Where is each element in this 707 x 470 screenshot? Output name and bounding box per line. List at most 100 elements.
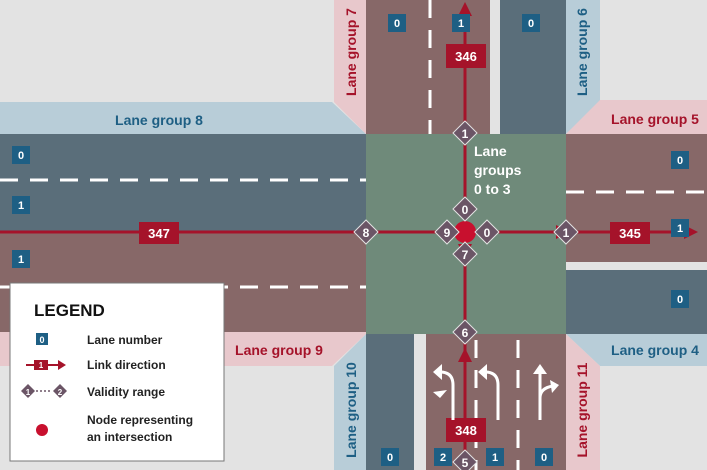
lane-group-11-road	[426, 334, 566, 470]
svg-text:2: 2	[440, 452, 446, 464]
link-box-north: 346	[446, 44, 486, 68]
svg-text:1: 1	[18, 254, 24, 266]
svg-text:1: 1	[563, 226, 570, 240]
lane-group-11-label: Lane group 11	[574, 362, 590, 457]
legend-node: Node representing	[87, 413, 193, 427]
svg-text:9: 9	[444, 226, 451, 240]
svg-text:0: 0	[484, 226, 491, 240]
validity-diamond-south-outer: 6	[452, 319, 478, 345]
lane-number-square: 0	[522, 14, 540, 32]
svg-text:2: 2	[58, 388, 63, 397]
lane-group-8-road	[0, 134, 366, 232]
svg-text:7: 7	[462, 248, 469, 262]
link-box-south: 348	[446, 418, 486, 442]
intersection-node	[454, 221, 476, 243]
validity-diamond-inner-east: 0	[474, 219, 500, 245]
lane-number-square: 1	[671, 219, 689, 237]
svg-text:0: 0	[528, 18, 534, 30]
legend: LEGEND 0 Lane number 1 Link direction 1 …	[9, 282, 225, 462]
svg-text:1: 1	[39, 361, 44, 370]
lane-group-10-frame	[334, 334, 366, 470]
legend-lane-icon	[36, 333, 48, 345]
legend-link-icon	[34, 360, 48, 370]
lane-group-4-frame	[566, 334, 707, 366]
svg-text:345: 345	[619, 226, 641, 241]
lane-number-square: 0	[388, 14, 406, 32]
lane-group-8-label: Lane group 8	[115, 112, 203, 128]
lane-group-11-frame	[566, 334, 600, 470]
legend-link-direction: Link direction	[87, 358, 166, 372]
lane-group-6-frame	[566, 0, 600, 134]
lane-group-6-label: Lane group 6	[574, 8, 590, 96]
svg-text:8: 8	[363, 226, 370, 240]
lane-group-7-label: Lane group 7	[343, 8, 359, 96]
validity-diamond-east-outer: 1	[553, 219, 579, 245]
svg-text:0: 0	[387, 452, 393, 464]
svg-text:347: 347	[148, 226, 170, 241]
svg-text:0: 0	[462, 203, 469, 217]
svg-text:1: 1	[18, 200, 24, 212]
lane-number-square: 0	[381, 448, 399, 466]
lane-group-4-label: Lane group 4	[611, 342, 699, 358]
legend-title: LEGEND	[34, 301, 105, 320]
legend-validity-from-icon	[21, 384, 35, 398]
legend-validity-range: Validity range	[87, 385, 165, 399]
svg-text:6: 6	[462, 326, 469, 340]
arrow-south-entry-icon	[458, 348, 472, 362]
turn-arrow-icons	[439, 370, 554, 420]
lane-number-square: 0	[535, 448, 553, 466]
svg-text:1: 1	[492, 452, 498, 464]
link-box-west: 347	[139, 222, 179, 244]
svg-text:1: 1	[462, 127, 469, 141]
svg-text:0: 0	[677, 294, 683, 306]
uturn-arrow-icon	[433, 390, 447, 398]
lane-groups-center-label-3: 0 to 3	[474, 181, 511, 197]
validity-diamond-west-outer: 8	[353, 219, 379, 245]
lane-group-9-label: Lane group 9	[235, 342, 323, 358]
svg-text:1: 1	[26, 388, 31, 397]
lane-group-10-road	[366, 334, 414, 470]
validity-diamond-inner-north: 0	[452, 196, 478, 222]
legend-lane-number: Lane number	[87, 333, 163, 347]
validity-diamond-south-edge: 5	[452, 449, 478, 470]
lane-group-7-frame	[334, 0, 366, 134]
validity-diamond-inner-south: 7	[452, 241, 478, 267]
lane-groups-center-label-1: Lane	[474, 143, 507, 159]
svg-text:1: 1	[458, 18, 464, 30]
lane-group-8-frame	[0, 102, 366, 136]
lane-number-square: 1	[12, 196, 30, 214]
svg-text:0: 0	[541, 452, 547, 464]
validity-diamond-north: 1	[452, 120, 478, 146]
link-box-east: 345	[610, 222, 650, 244]
svg-text:1: 1	[677, 223, 683, 235]
lane-groups-center-label-2: groups	[474, 162, 522, 178]
svg-text:0: 0	[677, 155, 683, 167]
lane-number-square: 1	[452, 14, 470, 32]
legend-validity-to-icon	[53, 384, 67, 398]
lane-number-square: 0	[671, 290, 689, 308]
arrow-north-icon	[458, 2, 472, 16]
left-turn-arrow-icon	[433, 364, 442, 380]
svg-text:5: 5	[462, 456, 469, 470]
svg-text:0: 0	[18, 150, 24, 162]
lane-group-10-label: Lane group 10	[343, 362, 359, 458]
lane-number-square: 0	[671, 151, 689, 169]
lane-group-5-frame	[566, 100, 707, 134]
legend-link-arrow-icon	[58, 360, 66, 370]
lane-number-square: 2	[434, 448, 452, 466]
right-turn-arrow-icon	[550, 380, 559, 393]
straight-arrow-icon	[533, 364, 547, 374]
left-turn-arrow-icon	[478, 364, 487, 380]
lane-number-square: 1	[12, 250, 30, 268]
svg-text:348: 348	[455, 423, 477, 438]
svg-text:0: 0	[394, 18, 400, 30]
svg-text:346: 346	[455, 49, 477, 64]
validity-diamond-inner-west: 9	[434, 219, 460, 245]
lane-number-square: 0	[12, 146, 30, 164]
lane-group-5-label: Lane group 5	[611, 111, 699, 127]
legend-node-icon	[36, 424, 48, 436]
svg-text:0: 0	[39, 335, 44, 345]
legend-node-line2: an intersection	[87, 430, 172, 444]
lane-number-square: 1	[486, 448, 504, 466]
